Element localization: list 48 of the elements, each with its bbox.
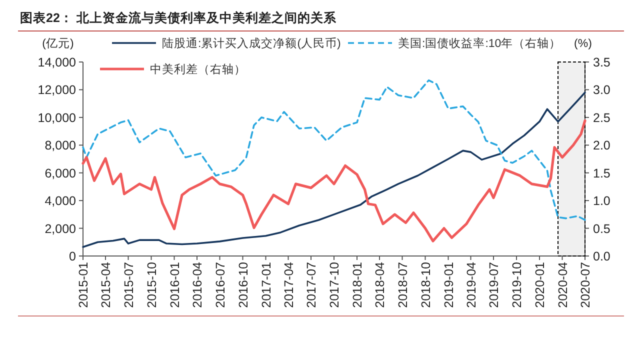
line-series [82, 92, 586, 248]
x-tick-label: 2016-07 [213, 262, 228, 308]
y2-tick-label: 3.5 [593, 56, 610, 70]
y2-tick-label: 0.0 [593, 250, 610, 264]
x-tick-label: 2017-07 [304, 262, 318, 308]
x-tick-label: 2019-04 [464, 262, 478, 308]
y2-tick-label: 1.5 [593, 166, 610, 180]
x-tick-label: 2018-01 [350, 262, 364, 308]
y-tick-label: 2,000 [44, 222, 76, 236]
y-tick-label: 8,000 [44, 138, 76, 153]
legend-label: 陆股通:累计买入成交净额(人民币) [162, 36, 342, 50]
x-tick-label: 2020-07 [578, 262, 592, 308]
y2-tick-label: 1.0 [593, 194, 610, 208]
y2-tick-label: 2.0 [593, 138, 610, 153]
x-tick-label: 2017-01 [259, 262, 274, 308]
y2-tick-label: 3.0 [593, 83, 610, 98]
x-tick-label: 2019-01 [442, 262, 456, 308]
x-tick-label: 2019-07 [487, 262, 501, 308]
y-tick-label: 0 [69, 250, 76, 264]
x-tick-label: 2018-10 [418, 262, 433, 308]
legend-label: 美国:国债收益率:10年（右轴） [398, 36, 562, 50]
y-tick-label: 12,000 [38, 83, 76, 98]
x-tick-label: 2018-07 [396, 262, 410, 308]
x-tick-label: 2020-01 [533, 262, 547, 308]
y-tick-label: 10,000 [38, 110, 76, 125]
y-tick-label: 4,000 [44, 194, 76, 208]
line-series [82, 79, 586, 221]
chart-title: 图表22： 北上资金流与美债利率及中美利差之间的关系 [20, 10, 338, 25]
x-tick-label: 2015-10 [144, 262, 159, 308]
x-tick-label: 2015-07 [122, 262, 136, 308]
x-tick-label: 2018-04 [373, 262, 387, 308]
x-tick-label: 2017-10 [328, 262, 342, 308]
legend-label: 中美利差（右轴） [150, 62, 246, 76]
x-tick-label: 2015-04 [99, 262, 113, 308]
y-tick-label: 14,000 [38, 56, 76, 70]
x-tick-label: 2015-01 [76, 262, 90, 308]
y-tick-label: 6,000 [44, 166, 76, 180]
x-tick-label: 2016-01 [168, 262, 182, 308]
y-axis-title: (亿元) [42, 37, 74, 50]
x-tick-label: 2016-10 [236, 262, 250, 308]
line-series [82, 119, 586, 242]
x-tick-label: 2019-10 [510, 262, 524, 308]
x-tick-label: 2020-04 [556, 262, 570, 308]
x-tick-label: 2016-04 [190, 262, 204, 308]
y2-axis-title: (%) [574, 38, 592, 50]
y2-tick-label: 2.5 [593, 110, 610, 125]
x-tick-label: 2017-04 [282, 262, 296, 308]
y2-tick-label: 0.5 [593, 222, 610, 236]
